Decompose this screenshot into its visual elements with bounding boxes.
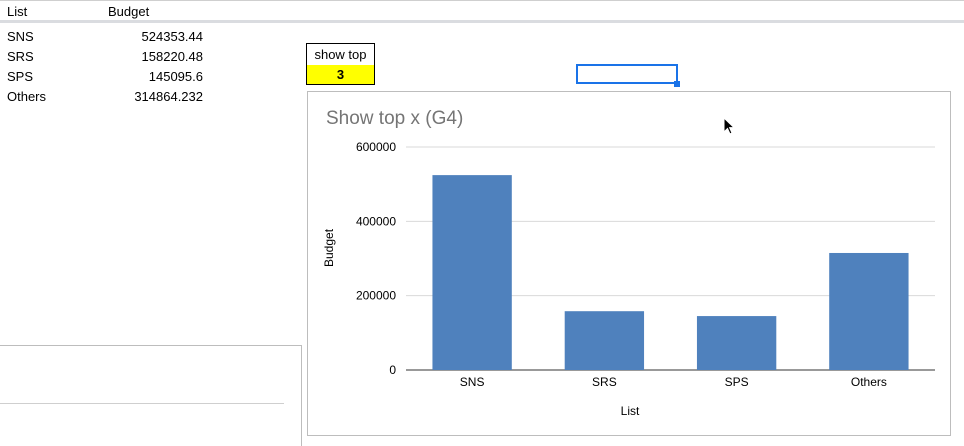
y-tick-label: 200000 xyxy=(356,289,396,303)
embedded-panel[interactable] xyxy=(0,345,302,446)
show-top-label[interactable]: show top xyxy=(307,44,374,65)
cell-list[interactable]: Others xyxy=(7,89,47,104)
x-axis-label: List xyxy=(620,404,640,418)
chart-plot: 0 200000 400000 600000 SNS SRS SPS Others xyxy=(356,140,935,389)
header-row[interactable]: List Budget xyxy=(0,0,964,20)
table-row[interactable]: SRS 158220.48 xyxy=(0,49,300,69)
bar-chart[interactable]: Show top x (G4) 0 200000 400000 600000 SNS SR… xyxy=(307,91,951,436)
cell-budget[interactable]: 314864.232 xyxy=(134,89,203,104)
y-tick-label: 0 xyxy=(389,363,396,377)
selected-cell[interactable] xyxy=(576,64,678,84)
table-row[interactable]: SNS 524353.44 xyxy=(0,29,300,49)
y-tick-label: 400000 xyxy=(356,214,396,228)
mouse-cursor-icon xyxy=(723,117,736,135)
x-tick-label: SRS xyxy=(592,375,617,389)
header-divider xyxy=(0,20,964,23)
y-axis-label: Budget xyxy=(322,228,336,267)
table-row[interactable]: Others 314864.232 xyxy=(0,89,300,109)
cell-budget[interactable]: 145095.6 xyxy=(148,69,203,84)
sheet-top-border xyxy=(0,0,964,1)
header-list[interactable]: List xyxy=(7,4,28,19)
panel-divider xyxy=(0,403,284,404)
x-tick-label: SPS xyxy=(725,375,749,389)
bar-srs xyxy=(564,311,645,370)
cell-budget[interactable]: 524353.44 xyxy=(141,29,203,44)
x-tick-label: SNS xyxy=(460,375,485,389)
fill-handle[interactable] xyxy=(674,81,680,87)
cell-list[interactable]: SRS xyxy=(7,49,34,64)
cell-budget[interactable]: 158220.48 xyxy=(141,49,203,64)
cell-list[interactable]: SPS xyxy=(7,69,34,84)
chart-title: Show top x (G4) xyxy=(326,108,464,129)
table-row[interactable]: SPS 145095.6 xyxy=(0,69,300,89)
y-tick-label: 600000 xyxy=(356,140,396,154)
show-top-value-cell[interactable]: 3 xyxy=(307,65,374,84)
x-tick-label: Others xyxy=(851,375,887,389)
header-budget[interactable]: Budget xyxy=(108,4,150,19)
bar-sps xyxy=(696,316,777,370)
cell-list[interactable]: SNS xyxy=(7,29,34,44)
show-top-control[interactable]: show top 3 xyxy=(306,43,375,85)
bar-sns xyxy=(432,175,512,370)
bar-others xyxy=(829,252,909,370)
